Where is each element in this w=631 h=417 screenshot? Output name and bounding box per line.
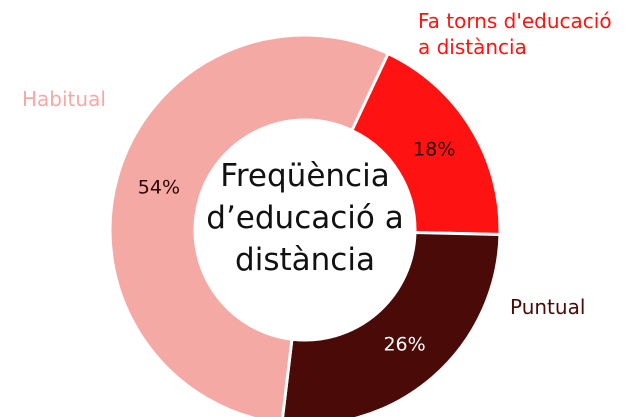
chart-title: Freqüència d’educació a distància: [206, 158, 404, 278]
category-label: Fa torns d'educació a distància: [418, 9, 612, 59]
donut-slice: [108, 33, 391, 417]
donut-slice: [281, 231, 502, 417]
value-label: 54%: [138, 177, 180, 199]
category-label: Habitual: [22, 87, 106, 111]
value-label: 26%: [383, 333, 425, 355]
donut-slice: [349, 51, 502, 237]
category-label: Puntual: [510, 295, 586, 319]
value-label: 18%: [413, 139, 455, 161]
